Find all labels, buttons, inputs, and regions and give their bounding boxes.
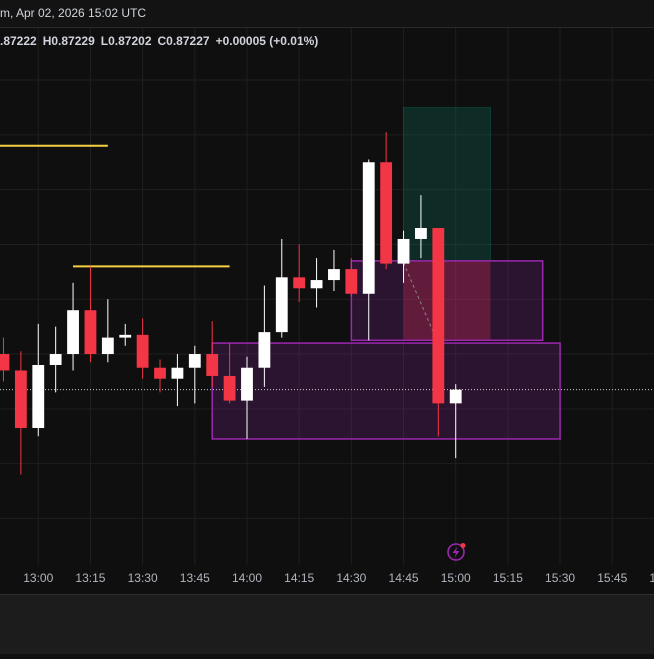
candles [0,132,462,475]
candle-body [119,334,132,338]
candle-body [310,280,323,289]
candle-body [449,389,462,404]
x-axis: 13:00 13:15 13:30 13:45 14:00 14:15 14:30 14:45… [23,571,654,585]
candle-body [136,334,149,368]
grid [0,28,654,565]
x-tick-label: 14:00 [232,571,262,585]
bottom-panel [0,594,654,654]
alert-icon[interactable] [447,543,466,561]
x-tick-label: 15:00 [441,571,471,585]
ohlc-value: .87222 [0,34,37,48]
header-title: m, Apr 02, 2026 15:02 UTC [0,6,146,20]
candle-body [415,228,427,239]
candle-body [101,337,114,355]
x-tick-label: 13:00 [23,571,53,585]
candle-body [14,370,27,429]
candle-body [293,277,306,289]
x-tick-label: 15:15 [493,571,523,585]
candle-body [188,354,201,368]
ohlc-key: H [43,34,52,48]
ohlc-legend: .87222 H0.87229 L0.87202 C0.87227 +0.00005 (… [0,34,318,48]
stop-zone [403,260,491,341]
candle-body [345,269,358,294]
alert-bolt [452,546,460,558]
candle-body [154,367,166,379]
x-tick-label: 14:45 [389,571,419,585]
candle-body [32,364,45,429]
top-bar [0,0,654,27]
candle-body [380,162,393,264]
ohlc-value: 0.87229 [51,34,95,48]
x-tick-label: 13:15 [75,571,105,585]
candle-body [275,277,288,333]
zone [350,260,544,342]
candle-body [206,354,219,376]
candle-body [328,269,340,281]
candle-body [0,354,10,371]
candle-body [84,310,97,355]
alert-ring [447,543,465,561]
candle-body [397,238,410,264]
candle-body [223,375,236,401]
ohlc-change: +0.00005 (+0.01%) [216,34,319,48]
candle-body [241,367,253,401]
ohlc-value: 0.87227 [166,34,210,48]
ohlc-key: C [158,34,167,48]
x-tick-label: 16:00 [649,571,654,585]
x-tick-label: 15:45 [597,571,627,585]
position-path [403,262,433,331]
candle-body [67,310,79,355]
x-tick-label: 14:30 [336,571,366,585]
x-tick-label: 15:30 [545,571,575,585]
candle-body [258,332,271,368]
candle-body [432,228,445,404]
x-tick-label: 13:45 [180,571,210,585]
x-tick-label: 13:30 [128,571,158,585]
candle-body [171,367,184,379]
ohlc-key: L [101,34,108,48]
candle-body [362,162,375,294]
alert-dot [460,543,466,548]
x-tick-label: 14:15 [284,571,314,585]
candle-body [49,354,62,365]
ohlc-value: 0.87202 [108,34,152,48]
